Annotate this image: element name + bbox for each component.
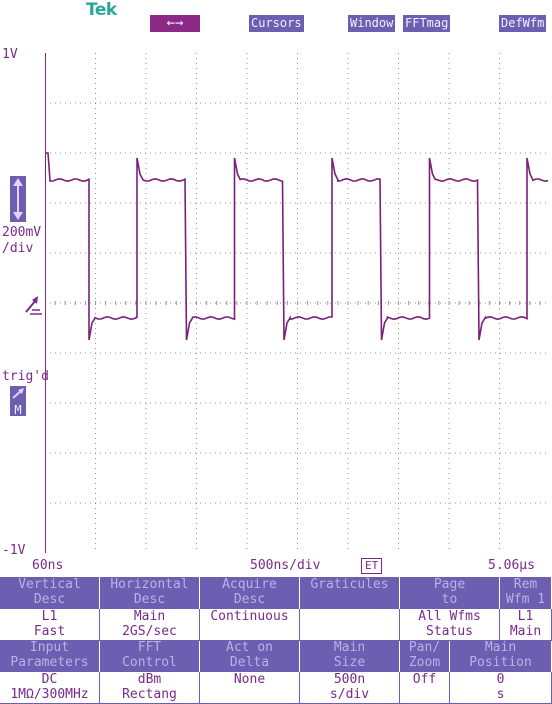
menu-title: Acquire [222,577,277,592]
bottom-menu: Vertical Desc L1 Fast Horizontal Desc Main 2GS/… [0,577,552,704]
horizontal-arrows-button[interactable]: ←→ [150,15,200,32]
menu-title: Vertical [18,577,81,592]
menu-subtitle: Delta [229,655,270,670]
def-wfm-button[interactable]: DefWfm [499,15,547,32]
menu-value-line: s/div [329,687,370,702]
menu-value-line: None [233,672,266,687]
waveform-display[interactable] [45,53,550,553]
menu-value-line: L1 [41,609,58,624]
status-row: 60ns 500ns/div ET 5.06μs [0,558,552,574]
menu-subtitle: Zoom [408,655,441,670]
menu-value-line: 500n [333,672,366,687]
vertical-arrows-icon [13,178,23,220]
menu-title: FFT [137,640,162,655]
menu-title: Horizontal [110,577,189,592]
menu-act-on-delta-button[interactable]: Act on Delta [200,640,299,672]
square-wave-trace [45,152,549,341]
menu-graticules-button[interactable]: Graticules [300,577,399,609]
left-time-label: 60ns [32,558,64,573]
menu-title: Main [333,640,366,655]
volts-per-div-unit: /div [2,241,34,256]
trigger-status: trig'd [2,369,49,384]
menu-title: Page [433,577,466,592]
menu-title: Act on [226,640,273,655]
menu-title: Pan/ [408,640,441,655]
menu-title: Graticules [310,577,389,592]
menu-act-on-delta-value: None [200,672,300,704]
menu-value-line: Main [133,609,166,624]
menu-subtitle: to [441,592,458,607]
menu-title: Rem [513,577,538,592]
menu-value-line: 0 [496,672,505,687]
menu-title: Input [29,640,70,655]
time-per-div-label: 500ns/div [250,558,321,573]
menu-value-line: All Wfms [418,609,481,624]
menu-value-line: 1MΩ/300MHz [10,687,89,702]
menu-value-line: Continuous [210,609,289,624]
menu-value-line: L1 [517,609,534,624]
volts-per-div-value: 200mV [2,225,42,240]
menu-main-size-value: 500n s/div [300,672,400,704]
window-button[interactable]: Window [348,15,396,32]
cursors-button[interactable]: Cursors [249,15,304,32]
menu-horizontal-desc-button[interactable]: Horizontal Desc [100,577,199,609]
right-time-label: 5.06μs [488,558,535,573]
menu-input-parameters-value: DC 1MΩ/300MHz [0,672,100,704]
menu-pan-zoom-button[interactable]: Pan/Zoom [400,640,449,672]
menu-subtitle: Desc [133,592,166,607]
menu-fft-control-button[interactable]: FFT Control [100,640,199,672]
menu-main-position-button[interactable]: Main Position [450,640,551,672]
vertical-position-handle[interactable] [10,176,26,222]
menu-subtitle: Control [122,655,177,670]
menu-page-to-value: All Wfms Status [400,609,500,641]
tek-logo: Tek [86,0,117,20]
menu-main-size-button[interactable]: Main Size [300,640,399,672]
trigger-marker[interactable]: M [10,386,26,417]
menu-vertical-desc-value: L1 Fast [0,609,100,641]
menu-subtitle: Desc [233,592,266,607]
menu-value-line: Rectang [122,687,177,702]
menu-value-line: Main [509,624,542,639]
menu-rem-wfm-1-button[interactable]: Rem Wfm 1 [500,577,551,609]
menu-value-line: Off [412,672,437,687]
menu-subtitle: Desc [33,592,66,607]
menu-value-line: Fast [33,624,66,639]
menu-subtitle: Wfm 1 [505,592,546,607]
menu-page-to-button[interactable]: Page to [400,577,499,609]
menu-vertical-desc-button[interactable]: Vertical Desc [0,577,99,609]
menu-value-line: s [496,687,505,702]
menu-horizontal-desc-value: Main 2GS/sec [100,609,200,641]
menu-value-line: DC [41,672,58,687]
menu-subtitle: Parameters [10,655,89,670]
menu-value-line: 2GS/sec [122,624,177,639]
menu-acquire-desc-button[interactable]: Acquire Desc [200,577,299,609]
menu-title: Main [484,640,517,655]
top-bar: Tek ←→ Cursors Window FFTmag DefWfm [0,0,552,40]
menu-input-parameters-button[interactable]: Input Parameters [0,640,99,672]
menu-acquire-desc-value: Continuous [200,609,300,641]
et-badge: ET [361,558,383,574]
menu-pan-zoom-value: Off [400,672,450,704]
menu-fft-control-value: dBm Rectang [100,672,200,704]
menu-rem-wfm-1-value: L1 Main [500,609,552,641]
ground-reference-icon [25,296,42,315]
menu-subtitle: Position [469,655,532,670]
menu-value-line: dBm [137,672,162,687]
menu-value-line: Status [426,624,473,639]
trigger-arrow-icon [12,388,24,399]
top-scale-label: 1V [2,47,18,62]
menu-graticules-value [300,609,400,641]
fft-mag-button[interactable]: FFTmag [403,15,451,32]
bottom-scale-label: -1V [2,543,26,558]
menu-subtitle: Size [333,655,366,670]
